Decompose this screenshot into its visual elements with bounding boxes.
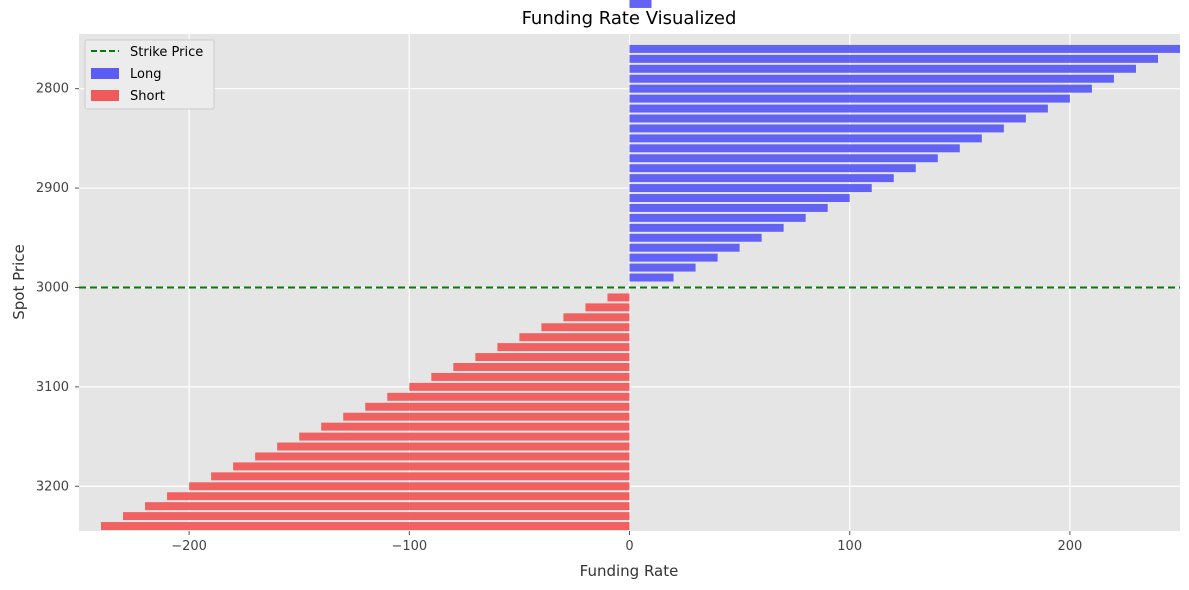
legend-long-swatch xyxy=(91,68,119,79)
long-bar xyxy=(630,124,1004,132)
short-bar xyxy=(585,303,629,311)
short-bar xyxy=(277,443,629,451)
x-axis-ticks: −200 −100 0 100 200 xyxy=(171,531,1082,554)
short-bar xyxy=(541,323,629,331)
long-bar xyxy=(630,144,960,152)
y-axis-ticks: 2800 2900 3000 3100 3200 xyxy=(36,82,79,495)
long-bar xyxy=(630,65,1136,73)
short-bar xyxy=(343,413,629,421)
long-bar xyxy=(630,264,696,272)
legend-long-label: Long xyxy=(130,67,161,82)
long-bar xyxy=(630,115,1026,123)
x-tick-label: 200 xyxy=(1057,539,1082,554)
short-bar xyxy=(365,403,629,411)
chart-title: Funding Rate Visualized xyxy=(522,8,737,29)
long-bar xyxy=(630,194,850,202)
long-bar xyxy=(630,204,828,212)
long-bar xyxy=(630,154,938,162)
short-bar xyxy=(211,472,629,480)
long-bar xyxy=(630,55,1158,63)
long-bar xyxy=(630,105,1048,113)
long-bar xyxy=(630,224,784,232)
short-bar xyxy=(453,363,629,371)
x-tick-label: −100 xyxy=(391,539,427,554)
long-bar xyxy=(630,244,740,252)
short-bar xyxy=(145,502,629,510)
long-bar xyxy=(630,164,916,172)
short-bar xyxy=(563,313,629,321)
long-bar xyxy=(630,174,894,182)
legend-short-swatch xyxy=(91,90,119,101)
short-bar xyxy=(475,353,629,361)
y-axis-label: Spot Price xyxy=(10,244,28,319)
short-bar xyxy=(387,393,629,401)
y-tick-label: 2900 xyxy=(36,181,69,196)
long-bar xyxy=(630,214,806,222)
y-tick-label: 3200 xyxy=(36,479,69,494)
x-tick-label: 100 xyxy=(837,539,862,554)
long-bar xyxy=(630,0,652,8)
legend: Strike Price Long Short xyxy=(85,40,214,109)
short-bar xyxy=(299,433,629,441)
long-bar xyxy=(630,184,872,192)
short-bar xyxy=(519,333,629,341)
y-tick-label: 3000 xyxy=(36,280,69,295)
short-bar xyxy=(497,343,629,351)
long-bar xyxy=(630,75,1114,83)
short-bar xyxy=(321,423,629,431)
legend-strike-label: Strike Price xyxy=(130,45,203,60)
x-tick-label: −200 xyxy=(171,539,207,554)
short-bar xyxy=(167,492,629,500)
long-bar xyxy=(630,45,1181,53)
short-bar xyxy=(431,373,629,381)
short-bar xyxy=(607,293,629,301)
long-bar xyxy=(630,234,762,242)
long-bar xyxy=(630,254,718,262)
short-bar xyxy=(101,522,629,530)
short-bar xyxy=(409,383,629,391)
y-tick-label: 2800 xyxy=(36,82,69,97)
legend-short-label: Short xyxy=(130,89,165,104)
x-tick-label: 0 xyxy=(625,539,633,554)
long-bar xyxy=(630,95,1070,103)
y-tick-label: 3100 xyxy=(36,380,69,395)
short-bar xyxy=(123,512,629,520)
short-bar xyxy=(255,452,629,460)
long-bar xyxy=(630,134,982,142)
short-bar xyxy=(189,482,629,490)
short-bar xyxy=(233,462,629,470)
long-bar xyxy=(630,85,1092,93)
long-bar xyxy=(630,274,674,282)
x-axis-label: Funding Rate xyxy=(580,562,679,580)
